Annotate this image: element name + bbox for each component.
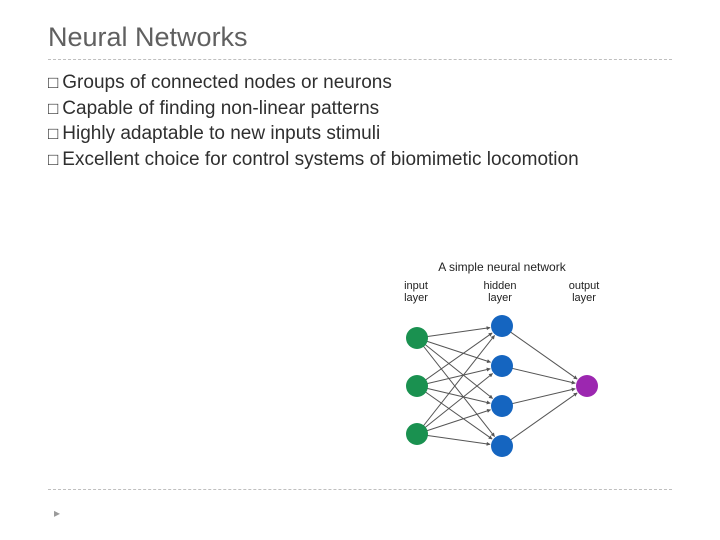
footer-rule <box>48 489 672 490</box>
bullet-item: Highly adaptable to new inputs stimuli <box>48 121 672 147</box>
bullet-list: Groups of connected nodes or neurons Cap… <box>48 70 672 173</box>
footer-marker-icon: ▸ <box>54 506 60 520</box>
nn-diagram: A simple neural network inputlayer hidde… <box>372 260 632 468</box>
layer-labels: inputlayer hiddenlayer outputlayer <box>372 280 632 308</box>
bullet-item: Excellent choice for control systems of … <box>48 147 672 173</box>
bullet-item: Capable of finding non-linear patterns <box>48 96 672 122</box>
diagram-title: A simple neural network <box>372 260 632 274</box>
slide-title: Neural Networks <box>48 22 672 53</box>
bullet-item: Groups of connected nodes or neurons <box>48 70 672 96</box>
title-rule <box>48 59 672 60</box>
nn-svg <box>377 308 627 468</box>
slide: Neural Networks Groups of connected node… <box>0 0 720 540</box>
layer-label-input: inputlayer <box>386 280 446 304</box>
layer-label-output: outputlayer <box>554 280 614 304</box>
layer-label-hidden: hiddenlayer <box>470 280 530 304</box>
